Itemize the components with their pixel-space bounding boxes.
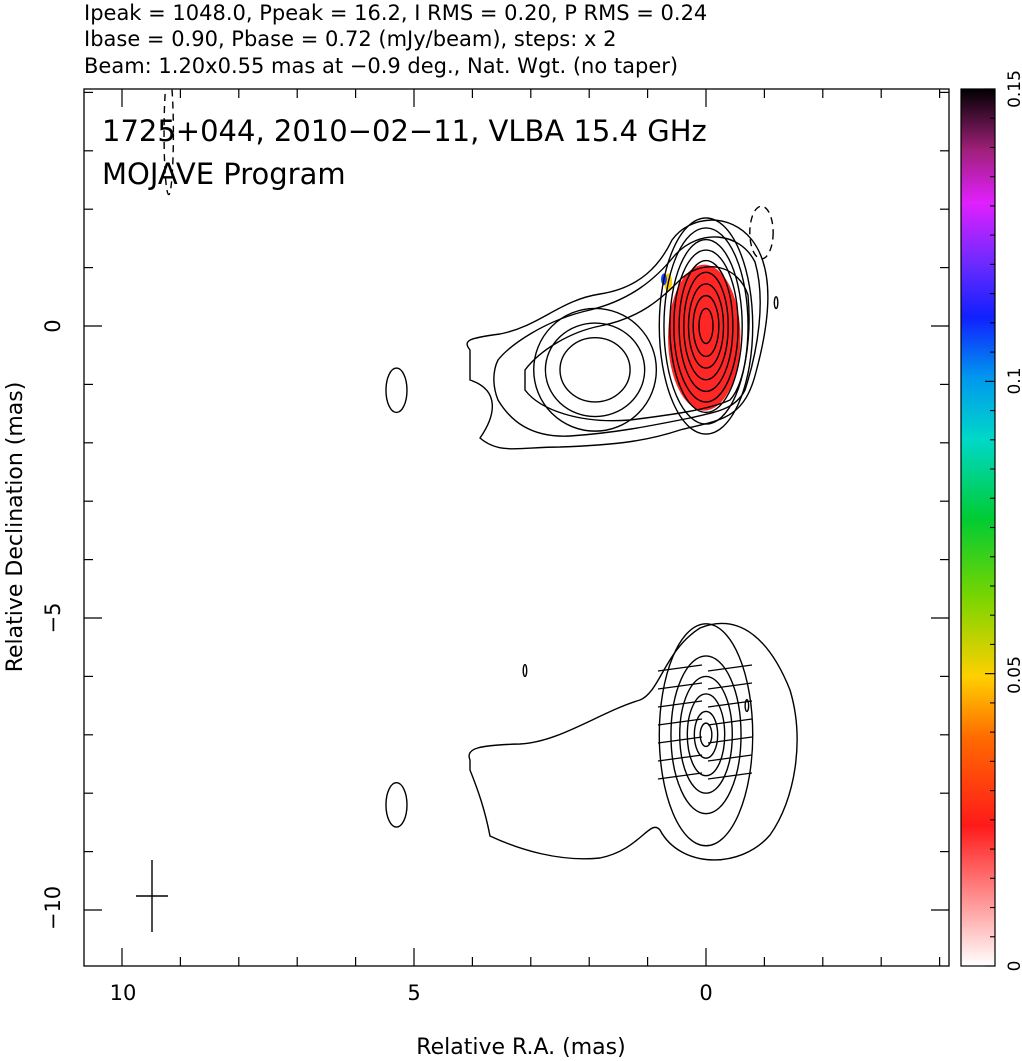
knot-contour [544,322,646,418]
colorbar-tick-label: 0.15 [1005,70,1022,108]
evpa-vector [707,754,753,762]
beam-cross [136,860,168,932]
plot-area [136,89,798,932]
y-tick-label: −5 [41,603,65,634]
evpa-vector [657,754,703,762]
evpa-vector [707,772,753,780]
evpa-vector [657,700,703,708]
evpa-vector [657,664,703,672]
isolated-contour [385,367,408,414]
core-contour [669,238,743,414]
core-contour [698,307,714,345]
program-annotation: MOJAVE Program [102,157,346,191]
evpa-vector [657,718,703,726]
colorbar-ticks [985,88,995,967]
evpa-vector [657,772,703,780]
core-contour [663,227,749,425]
evpa-vector [707,736,753,744]
evpa-vector [707,718,753,726]
evpa-vector [707,700,753,708]
x-tick-label: 0 [699,981,712,1005]
lower-extended-contour [468,622,798,861]
extended-contour [493,236,761,437]
core-contour [692,294,720,358]
intensity-contours [163,89,798,861]
core-contour [683,271,729,381]
evpa-vector [657,682,703,690]
y-tick-label: 0 [41,319,65,332]
core-contour [658,217,754,435]
negative-contour [749,205,774,260]
x-tick-label: 5 [407,981,420,1005]
extended-contour [466,219,769,450]
axis-ticks [84,89,949,966]
knot-contour [533,307,658,432]
lower-core-contour [686,693,726,777]
colorbar-tick-label: 0.1 [1005,367,1022,394]
isolated-contour [773,296,779,310]
colorbar [960,88,996,967]
lower-isolated-contour [744,699,750,713]
negative-contour [163,89,175,196]
lower-core-contour [693,710,719,759]
source-annotation: 1725+044, 2010−02−11, VLBA 15.4 GHz [102,114,707,148]
plot-frame [83,88,950,967]
lower-isolated-contour [385,781,408,828]
core-contour [673,249,739,403]
x-axis-label: Relative R.A. (mas) [416,1035,625,1060]
lower-core-contour [658,623,754,847]
lower-core-contour [679,675,733,794]
header-line-2: Ibase = 0.90, Pbase = 0.72 (mJy/beam), s… [84,27,616,51]
knot-contour [559,336,631,403]
x-tick-label: 10 [110,981,137,1005]
core-contour [687,283,725,369]
lower-core-contour [699,722,713,748]
core-contour [678,259,734,393]
header-line-1: Ipeak = 1048.0, Ppeak = 16.2, I RMS = 0.… [84,1,707,25]
header-line-3: Beam: 1.20x0.55 mas at −0.9 deg., Nat. W… [84,54,678,78]
evpa-vector [707,664,753,672]
y-tick-label: −10 [41,886,65,930]
evpa-vectors [657,664,753,780]
evpa-vector [657,736,703,744]
extended-contour [524,266,750,422]
lower-core-contour [670,655,742,815]
colorbar-tick-label: 0 [1005,961,1022,972]
colorbar-tick-label: 0.05 [1005,656,1022,694]
y-axis-label: Relative Declination (mas) [3,382,28,673]
evpa-vector [707,682,753,690]
lower-isolated-contour [522,664,528,678]
